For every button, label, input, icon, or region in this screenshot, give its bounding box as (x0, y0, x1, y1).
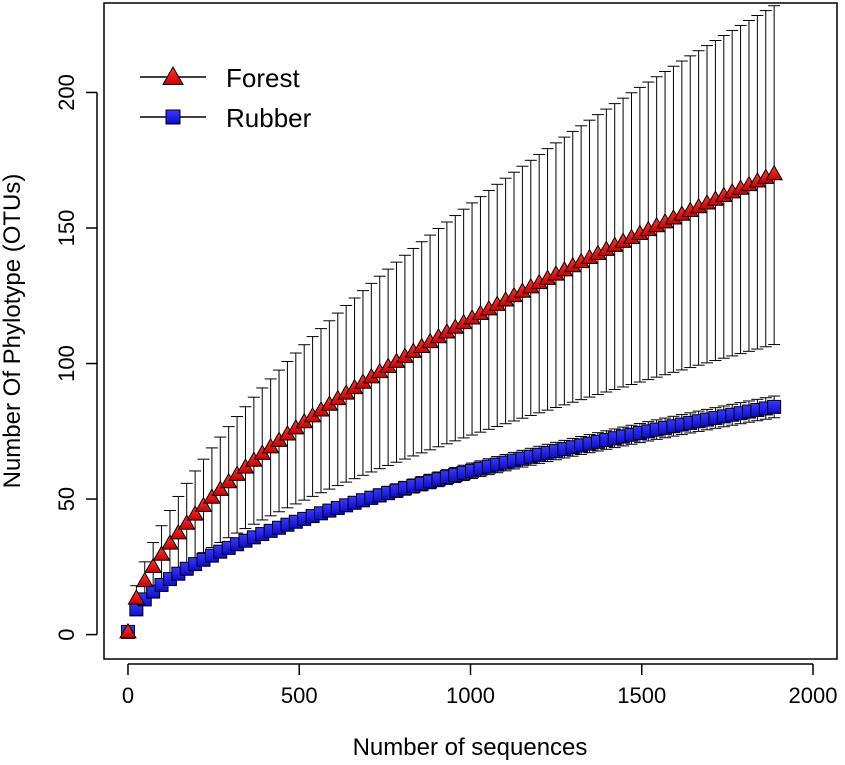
point-forest (194, 496, 213, 513)
point-forest (211, 480, 230, 496)
legend-label-rubber: Rubber (226, 103, 312, 133)
point-forest (186, 505, 204, 521)
y-axis: 0 50 100 150 200 (54, 74, 98, 641)
x-tick-label: 1500 (617, 683, 666, 708)
point-forest (765, 164, 784, 181)
legend-marker-rubber (165, 109, 181, 125)
point-forest (135, 571, 154, 588)
point-rubber (767, 399, 782, 414)
x-tick-label: 0 (122, 683, 134, 708)
point-forest (127, 589, 146, 605)
y-tick-label: 0 (54, 628, 79, 640)
x-axis-label: Number of sequences (353, 734, 588, 761)
point-forest (161, 534, 179, 550)
point-forest (177, 514, 196, 530)
x-axis: 0 500 1000 1500 2000 (122, 663, 838, 708)
x-tick-label: 1000 (446, 683, 495, 708)
y-axis-label: Number Of Phylotype (OTUs) (0, 174, 26, 489)
point-forest (152, 545, 171, 561)
y-tick-label: 100 (54, 345, 79, 382)
legend-marker-forest (162, 65, 184, 85)
point-forest (119, 622, 137, 639)
error-bars (130, 5, 781, 612)
point-forest (203, 488, 221, 504)
point-forest (169, 523, 188, 540)
series-markers (119, 164, 784, 639)
legend: Forest Rubber (140, 63, 312, 133)
y-tick-label: 150 (54, 210, 79, 247)
plot-frame (103, 2, 838, 660)
x-tick-label: 500 (281, 683, 318, 708)
legend-label-forest: Forest (226, 63, 300, 93)
x-tick-label: 2000 (789, 683, 838, 708)
y-tick-label: 200 (54, 74, 79, 111)
point-forest (144, 557, 163, 574)
y-tick-label: 50 (54, 487, 79, 511)
